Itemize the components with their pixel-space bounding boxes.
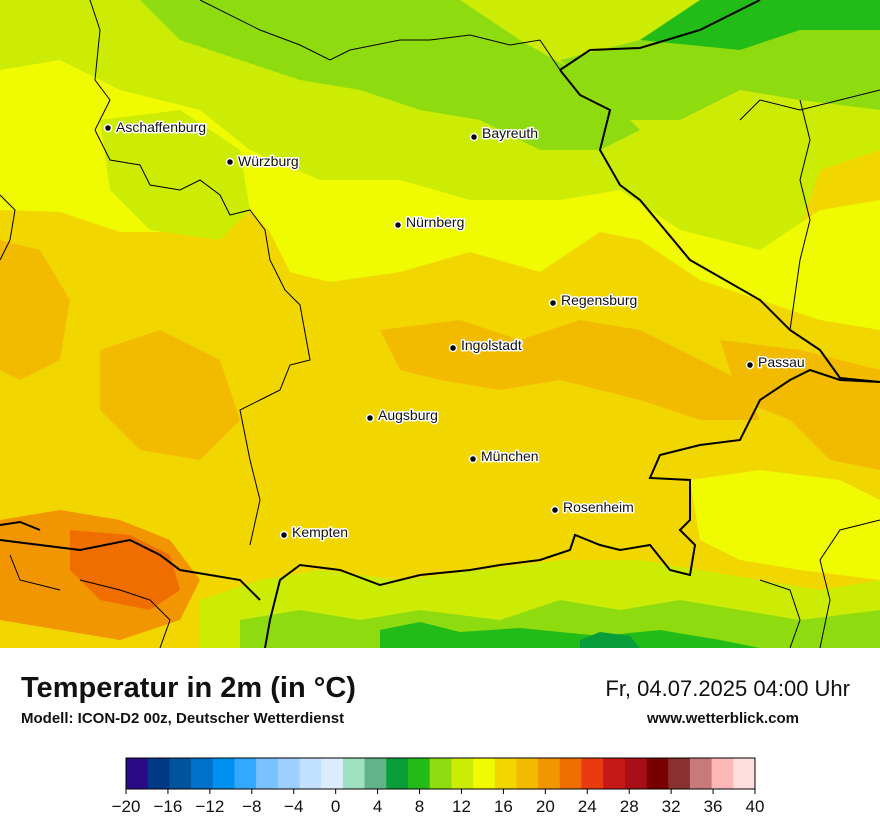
legend-tick-label: −12 (195, 797, 224, 816)
legend-swatch (668, 758, 691, 789)
map-footer: Temperatur in 2m (in °C) Modell: ICON-D2… (0, 648, 880, 830)
legend-tick-label: 4 (373, 797, 382, 816)
legend-swatch (494, 758, 517, 789)
city-label: Passau (758, 354, 805, 370)
temperature-map: Aschaffenburg Würzburg Bayreuth Nürnberg… (0, 0, 880, 648)
temperature-zone-20-west (0, 240, 70, 380)
legend-swatch (364, 758, 387, 789)
legend-tick-label: 40 (746, 797, 765, 816)
legend-swatch (581, 758, 604, 789)
legend-tick-label: 8 (415, 797, 424, 816)
temperature-legend: −20 −16 −12 −8 −4 0 4 8 12 16 20 24 28 32 36 40 (112, 757, 765, 816)
legend-color-bar (125, 757, 756, 790)
legend-swatch (191, 758, 214, 789)
legend-swatch (733, 758, 756, 789)
temperature-zone-16-north (0, 60, 880, 330)
legend-tick-label: 20 (536, 797, 555, 816)
legend-swatch (126, 758, 149, 789)
city-label: Rosenheim (563, 499, 634, 515)
city-label: Aschaffenburg (116, 119, 206, 135)
city-regensburg: Regensburg (548, 291, 639, 310)
city-kempten: Kempten (279, 523, 350, 542)
legend-tick-label: 12 (452, 797, 471, 816)
temperature-zone-8-12-north (140, 0, 640, 150)
city-wuerzburg: Würzburg (225, 152, 300, 171)
legend-swatch (538, 758, 561, 789)
legend-swatch (711, 758, 734, 789)
temperature-zone-southeast (690, 470, 880, 580)
legend-swatch (321, 758, 344, 789)
legend-swatch (689, 758, 713, 789)
legend-tick-label: −20 (112, 797, 141, 816)
city-label: Augsburg (378, 407, 438, 423)
legend-tick-label: −4 (284, 797, 303, 816)
temperature-zone-28-alpine-west (70, 530, 180, 610)
city-label: Ingolstadt (461, 337, 522, 353)
legend-swatch (516, 758, 539, 789)
temperature-zone-4-8-northeast (640, 0, 880, 50)
legend-swatch (212, 758, 235, 789)
city-ingolstadt: Ingolstadt (448, 336, 523, 355)
legend-frame (125, 757, 756, 790)
legend-swatch (407, 758, 431, 789)
legend-tick-label: 32 (662, 797, 681, 816)
legend-swatch (559, 758, 582, 789)
legend-swatch (256, 758, 279, 789)
legend-swatch (603, 758, 626, 789)
temperature-zone-12-16-west (100, 110, 250, 240)
legend-swatch (277, 758, 301, 789)
legend-swatch (299, 758, 322, 789)
city-muenchen: München (468, 447, 540, 466)
legend-tick-label: 24 (578, 797, 597, 816)
temperature-zone-lake (580, 632, 640, 648)
map-title: Temperatur in 2m (in °C) (21, 672, 356, 704)
legend-ticks: −20 −16 −12 −8 −4 0 4 8 12 16 20 24 28 32 36 40 (112, 789, 765, 816)
legend-swatch (429, 758, 452, 789)
city-markers: Aschaffenburg Würzburg Bayreuth Nürnberg… (103, 118, 806, 542)
temperature-zone-8-12-northeast (560, 20, 880, 120)
temperature-zone-20-southwest (100, 330, 240, 460)
city-nuernberg: Nürnberg (393, 213, 466, 232)
legend-tick-label: −8 (242, 797, 261, 816)
city-bayreuth: Bayreuth (469, 124, 540, 143)
legend-swatch (473, 758, 496, 789)
city-rosenheim: Rosenheim (550, 498, 635, 517)
legend-swatch (386, 758, 409, 789)
city-label: München (481, 448, 539, 464)
map-subtitle: Modell: ICON-D2 00z, Deutscher Wetterdie… (21, 710, 345, 727)
city-label: Kempten (292, 524, 348, 540)
city-passau: Passau (745, 353, 806, 372)
legend-tick-label: 16 (494, 797, 513, 816)
city-label: Regensburg (561, 292, 637, 308)
city-label: Nürnberg (406, 214, 464, 230)
legend-tick-label: 0 (331, 797, 340, 816)
legend-swatch (147, 758, 170, 789)
forecast-datetime: Fr, 04.07.2025 04:00 Uhr (605, 676, 850, 701)
state-borders (0, 0, 880, 648)
temperature-zone-east-lowland (720, 340, 880, 470)
city-label: Würzburg (238, 153, 299, 169)
temperature-zone-20-central (380, 320, 760, 420)
legend-swatch (624, 758, 648, 789)
city-aschaffenburg: Aschaffenburg (103, 118, 208, 137)
legend-tick-label: −16 (154, 797, 183, 816)
city-augsburg: Augsburg (365, 406, 439, 425)
legend-swatch (646, 758, 669, 789)
legend-swatch (169, 758, 192, 789)
city-label: Bayreuth (482, 125, 538, 141)
national-borders (0, 0, 880, 648)
legend-swatch (342, 758, 366, 789)
temperature-zone-alpine-coldest (380, 622, 760, 648)
legend-swatch (234, 758, 257, 789)
website-link[interactable]: www.wetterblick.com (647, 710, 799, 727)
legend-swatch (451, 758, 474, 789)
legend-tick-label: 28 (620, 797, 639, 816)
legend-tick-label: 36 (704, 797, 723, 816)
